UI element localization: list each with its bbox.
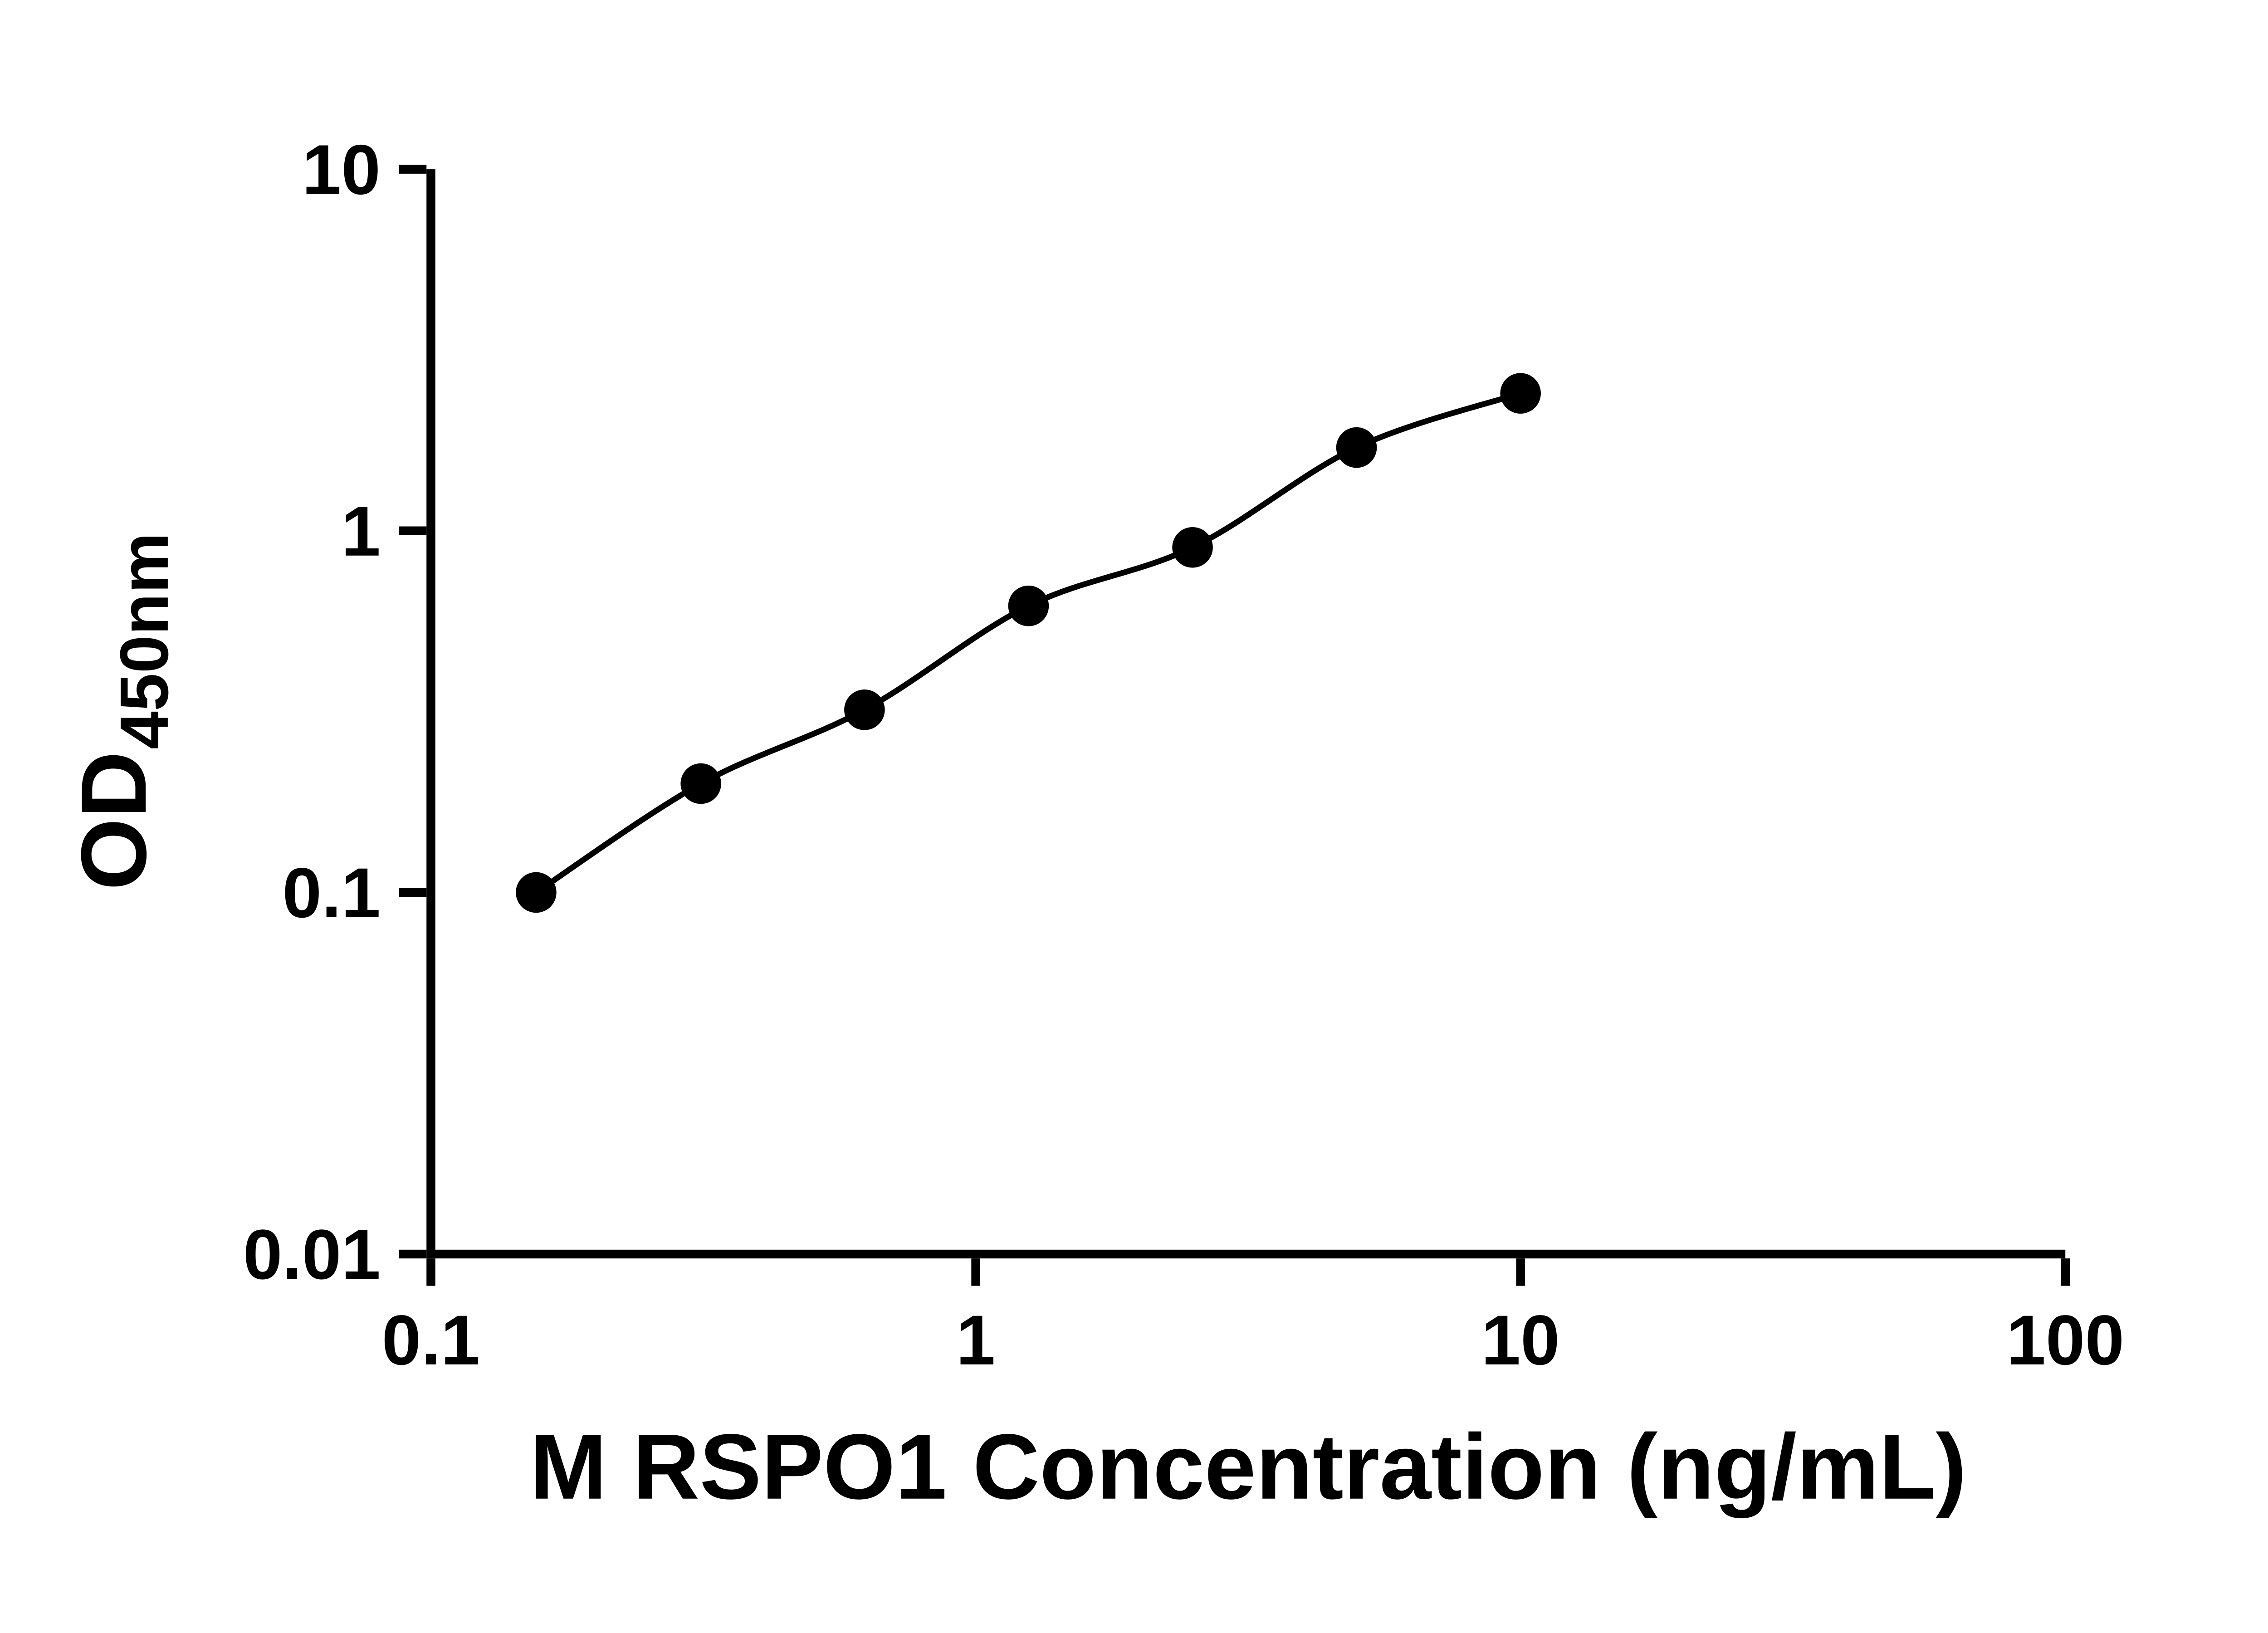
y-axis-title-subscript: 450nm [106, 533, 182, 749]
data-point [1336, 427, 1377, 468]
data-point [844, 689, 885, 730]
y-axis-title-main: OD [62, 751, 166, 890]
data-point [1500, 373, 1541, 414]
data-point [1008, 585, 1049, 626]
axes-frame [426, 169, 2066, 1259]
x-axis-tick-label: 1 [956, 1301, 996, 1380]
y-axis-tick-label: 10 [302, 131, 381, 210]
y-axis-tick-label: 1 [341, 492, 381, 571]
x-axis-title: M RSPO1 Concentration (ng/mL) [530, 1415, 1967, 1519]
fit-curve [534, 391, 1522, 895]
x-axis-tick-label: 10 [1481, 1301, 1560, 1380]
data-point [680, 763, 721, 804]
y-axis-title: OD 450nm [62, 533, 182, 890]
data-point [516, 872, 557, 913]
x-axis-tick-label: 100 [2006, 1301, 2124, 1380]
y-axis-tick-label: 0.01 [243, 1215, 381, 1294]
data-point [1172, 527, 1213, 568]
y-axis-tick-label: 0.1 [283, 854, 381, 933]
x-axis-tick-label: 0.1 [382, 1301, 480, 1380]
